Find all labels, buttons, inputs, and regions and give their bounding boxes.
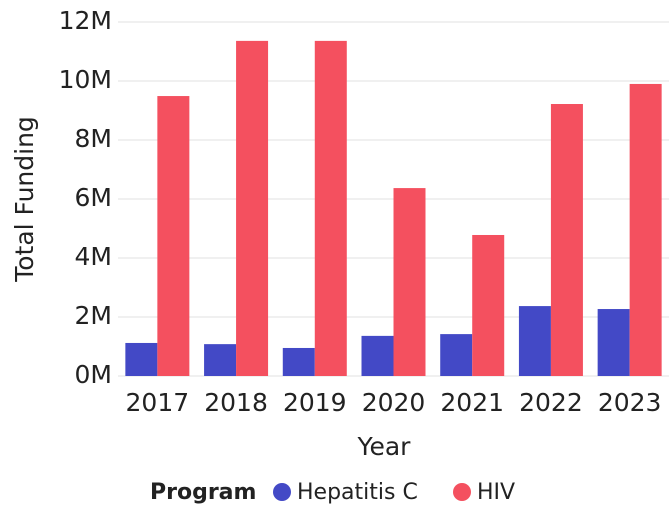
y-tick-label: 10M [59, 65, 112, 94]
bar [440, 334, 473, 376]
y-tick-label: 0M [75, 360, 112, 389]
y-tick-label: 6M [75, 183, 112, 212]
bar [472, 234, 505, 376]
bar [550, 104, 583, 376]
x-tick-label: 2023 [598, 388, 662, 417]
bar [236, 40, 269, 376]
legend-swatch [453, 483, 471, 501]
x-tick-label: 2020 [362, 388, 426, 417]
y-tick-label: 8M [75, 124, 112, 153]
x-tick-label: 2021 [440, 388, 504, 417]
y-tick-label: 4M [75, 242, 112, 271]
x-tick-label: 2018 [204, 388, 268, 417]
legend-title: Program [150, 480, 256, 505]
x-axis-title: Year [357, 432, 412, 461]
y-tick-label: 2M [75, 301, 112, 330]
x-tick-label: 2019 [283, 388, 347, 417]
legend-swatch [273, 483, 291, 501]
legend-label: Hepatitis C [297, 480, 418, 505]
x-tick-label: 2017 [126, 388, 190, 417]
x-tick-label: 2022 [519, 388, 583, 417]
bar [361, 335, 394, 376]
bar [282, 347, 315, 376]
bar [157, 96, 190, 377]
legend-label: HIV [477, 480, 515, 505]
bar [314, 40, 347, 376]
y-axis-title: Total Funding [10, 116, 39, 283]
bar [597, 309, 630, 376]
bar [204, 344, 237, 376]
bar [393, 188, 426, 376]
bar [125, 342, 158, 376]
bar [518, 306, 551, 376]
bar [629, 83, 662, 376]
y-tick-label: 12M [59, 6, 112, 35]
